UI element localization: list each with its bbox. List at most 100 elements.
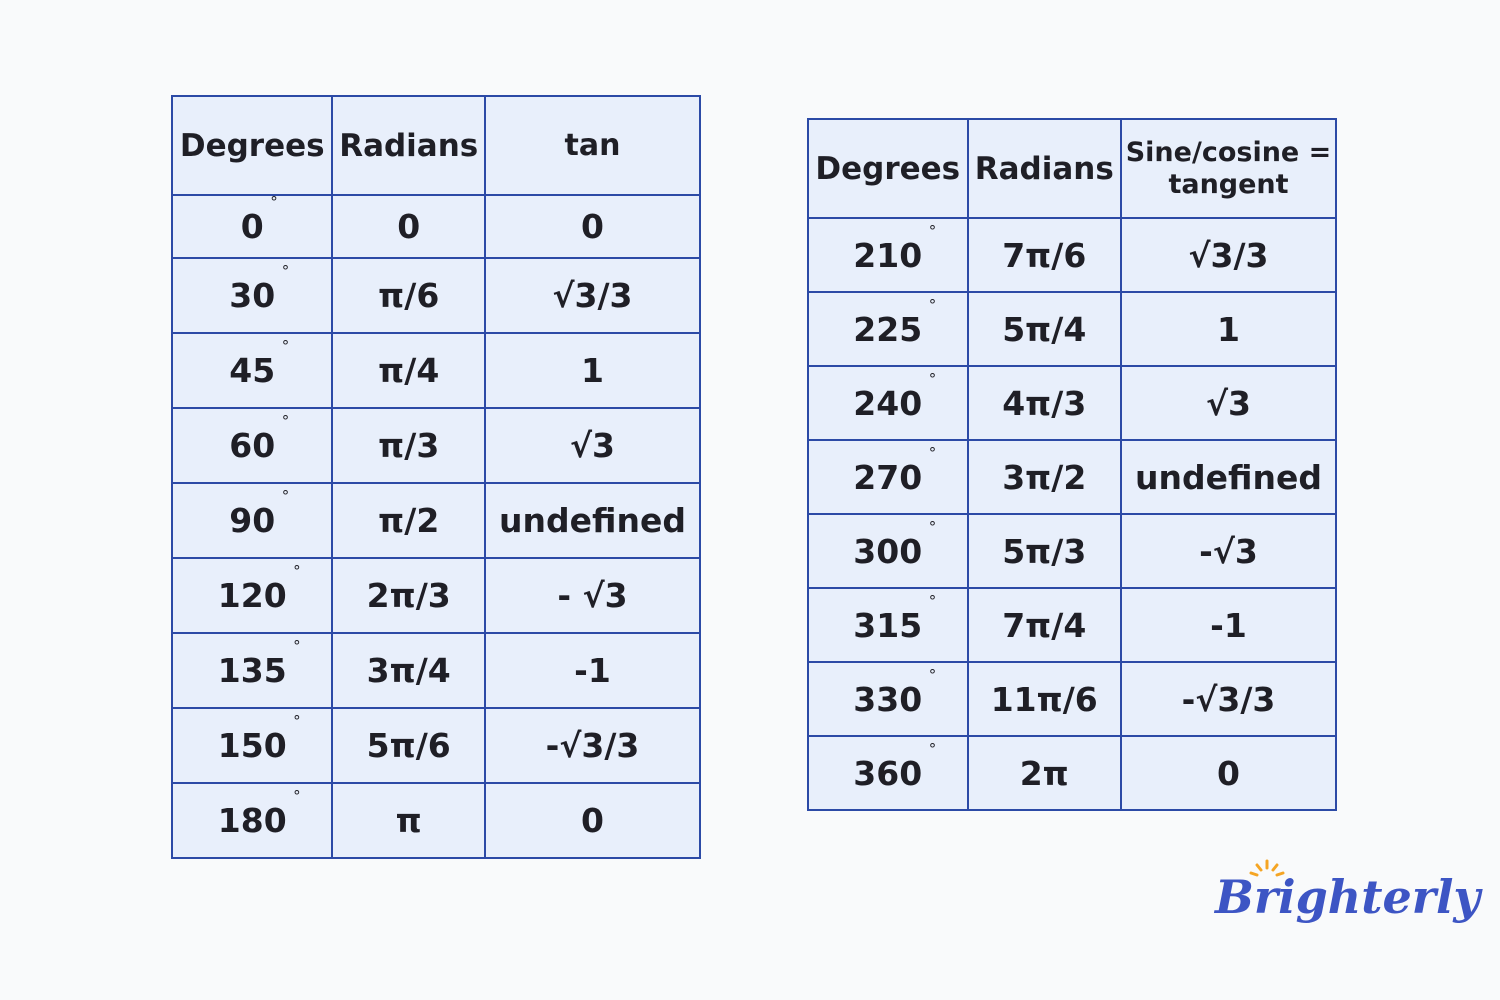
degrees-cell: 120 °: [170, 557, 334, 634]
degrees-value: 0 °: [241, 193, 278, 246]
table-row: 240 ° 4π/3 √3: [807, 365, 1337, 441]
table-row: 315 ° 7π/4 -1: [807, 587, 1337, 663]
degree-symbol: °: [281, 262, 290, 280]
degree-symbol: °: [928, 665, 937, 684]
degrees-cell: 30 °: [170, 257, 334, 334]
degrees-number: 240: [853, 383, 923, 423]
degrees-cell: 210 °: [807, 217, 969, 293]
degrees-cell: 45 °: [170, 332, 334, 409]
degrees-cell: 150 °: [170, 707, 334, 784]
header-tan: tan: [484, 95, 701, 196]
radians-cell: 2π/3: [331, 557, 486, 634]
degrees-value: 330 °: [853, 666, 936, 719]
degrees-number: 180: [217, 801, 287, 840]
tangent-table-0-180: Degrees Radians tan 0 ° 0 0 30 ° π/6 √3/3 45 ° π/4…: [170, 95, 701, 859]
degrees-value: 300 °: [853, 518, 936, 571]
degrees-cell: 180 °: [170, 782, 334, 859]
degree-symbol: °: [281, 487, 290, 505]
table-row: 135 ° 3π/4 -1: [170, 632, 701, 709]
degree-symbol: °: [928, 295, 937, 314]
header-sine-cosine-tangent: Sine/cosine = tangent: [1120, 118, 1337, 219]
radians-cell: π/2: [331, 482, 486, 559]
sun-icon: [1249, 859, 1285, 877]
degrees-cell: 330 °: [807, 661, 969, 737]
radians-cell: π/4: [331, 332, 486, 409]
tangent-cell: undefined: [484, 482, 701, 559]
tangent-cell: -1: [1120, 587, 1337, 663]
radians-cell: 5π/4: [966, 291, 1122, 367]
header-degrees: Degrees: [170, 95, 334, 196]
degrees-value: 120 °: [217, 562, 301, 615]
degrees-cell: 60 °: [170, 407, 334, 484]
degrees-cell: 360 °: [807, 735, 969, 811]
degrees-cell: 240 °: [807, 365, 969, 441]
radians-cell: 5π/3: [966, 513, 1122, 589]
degree-symbol: °: [928, 443, 937, 462]
radians-cell: 3π/2: [966, 439, 1122, 515]
radians-cell: π/3: [331, 407, 486, 484]
degrees-value: 225 °: [853, 296, 936, 349]
degrees-value: 60 °: [229, 412, 289, 465]
table-row: 0 ° 0 0: [170, 193, 701, 259]
tangent-cell: -1: [484, 632, 701, 709]
degrees-value: 240 °: [853, 370, 936, 423]
table-row: 360 ° 2π 0: [807, 735, 1337, 811]
degree-symbol: °: [928, 221, 937, 240]
degrees-number: 210: [853, 235, 923, 275]
degree-symbol: °: [928, 739, 937, 758]
tangent-cell: -√3/3: [484, 707, 701, 784]
degrees-number: 90: [229, 501, 276, 540]
degrees-value: 150 °: [217, 712, 301, 765]
table-row: 60 ° π/3 √3: [170, 407, 701, 484]
tangent-cell: √3/3: [1120, 217, 1337, 293]
degrees-value: 45 °: [229, 337, 289, 390]
degrees-number: 120: [217, 576, 287, 615]
degrees-number: 300: [853, 531, 923, 571]
tangent-cell: √3/3: [484, 257, 701, 334]
degrees-value: 360 °: [853, 740, 936, 793]
degrees-number: 150: [217, 726, 287, 765]
tangent-table-210-360: Degrees Radians Sine/cosine = tangent 21…: [807, 118, 1337, 811]
table-row: 210 ° 7π/6 √3/3: [807, 217, 1337, 293]
degrees-cell: 315 °: [807, 587, 969, 663]
degrees-cell: 225 °: [807, 291, 969, 367]
header-row: Degrees Radians tan: [170, 95, 701, 196]
tangent-cell: - √3: [484, 557, 701, 634]
table-row: 120 ° 2π/3- √3: [170, 557, 701, 634]
table-row: 45 ° π/4 1: [170, 332, 701, 409]
degree-symbol: °: [293, 712, 301, 730]
tangent-cell: -√3/3: [1120, 661, 1337, 737]
degree-symbol: °: [928, 517, 937, 536]
radians-cell: 4π/3: [966, 365, 1122, 441]
degrees-cell: 0 °: [170, 193, 334, 259]
degrees-cell: 270 °: [807, 439, 969, 515]
radians-cell: 7π/6: [966, 217, 1122, 293]
degree-symbol: °: [928, 369, 937, 388]
degrees-number: 225: [853, 309, 923, 349]
radians-cell: 0: [331, 194, 486, 259]
degrees-cell: 90 °: [170, 482, 334, 559]
table-row: 225 ° 5π/4 1: [807, 291, 1337, 367]
degrees-value: 90 °: [229, 487, 289, 540]
degree-symbol: °: [928, 591, 937, 610]
radians-cell: 3π/4: [331, 632, 486, 709]
tangent-cell: √3: [1120, 365, 1337, 441]
degree-symbol: °: [293, 637, 301, 655]
degrees-value: 135 °: [218, 637, 301, 690]
tangent-cell: 0: [1120, 735, 1337, 811]
table-row: 30 ° π/6 √3/3: [170, 257, 701, 334]
header-radians: Radians: [331, 95, 486, 196]
radians-cell: π: [331, 782, 486, 859]
brighterly-logo: Brighterly: [1215, 858, 1480, 948]
degrees-value: 315 °: [853, 592, 936, 645]
degree-symbol: °: [293, 787, 301, 805]
table-row: 150 ° 5π/6 -√3/3: [170, 707, 701, 784]
degrees-cell: 300 °: [807, 513, 969, 589]
degrees-number: 330: [853, 679, 923, 719]
degrees-number: 30: [229, 276, 276, 315]
radians-cell: 2π: [966, 735, 1122, 811]
tangent-cell: 1: [484, 332, 701, 409]
degrees-value: 210 °: [853, 222, 936, 275]
table-body: 210 ° 7π/6 √3/3 225 ° 5π/4 1 240 ° 4π/3 √3 270 ° 3π/2 u…: [807, 217, 1337, 811]
